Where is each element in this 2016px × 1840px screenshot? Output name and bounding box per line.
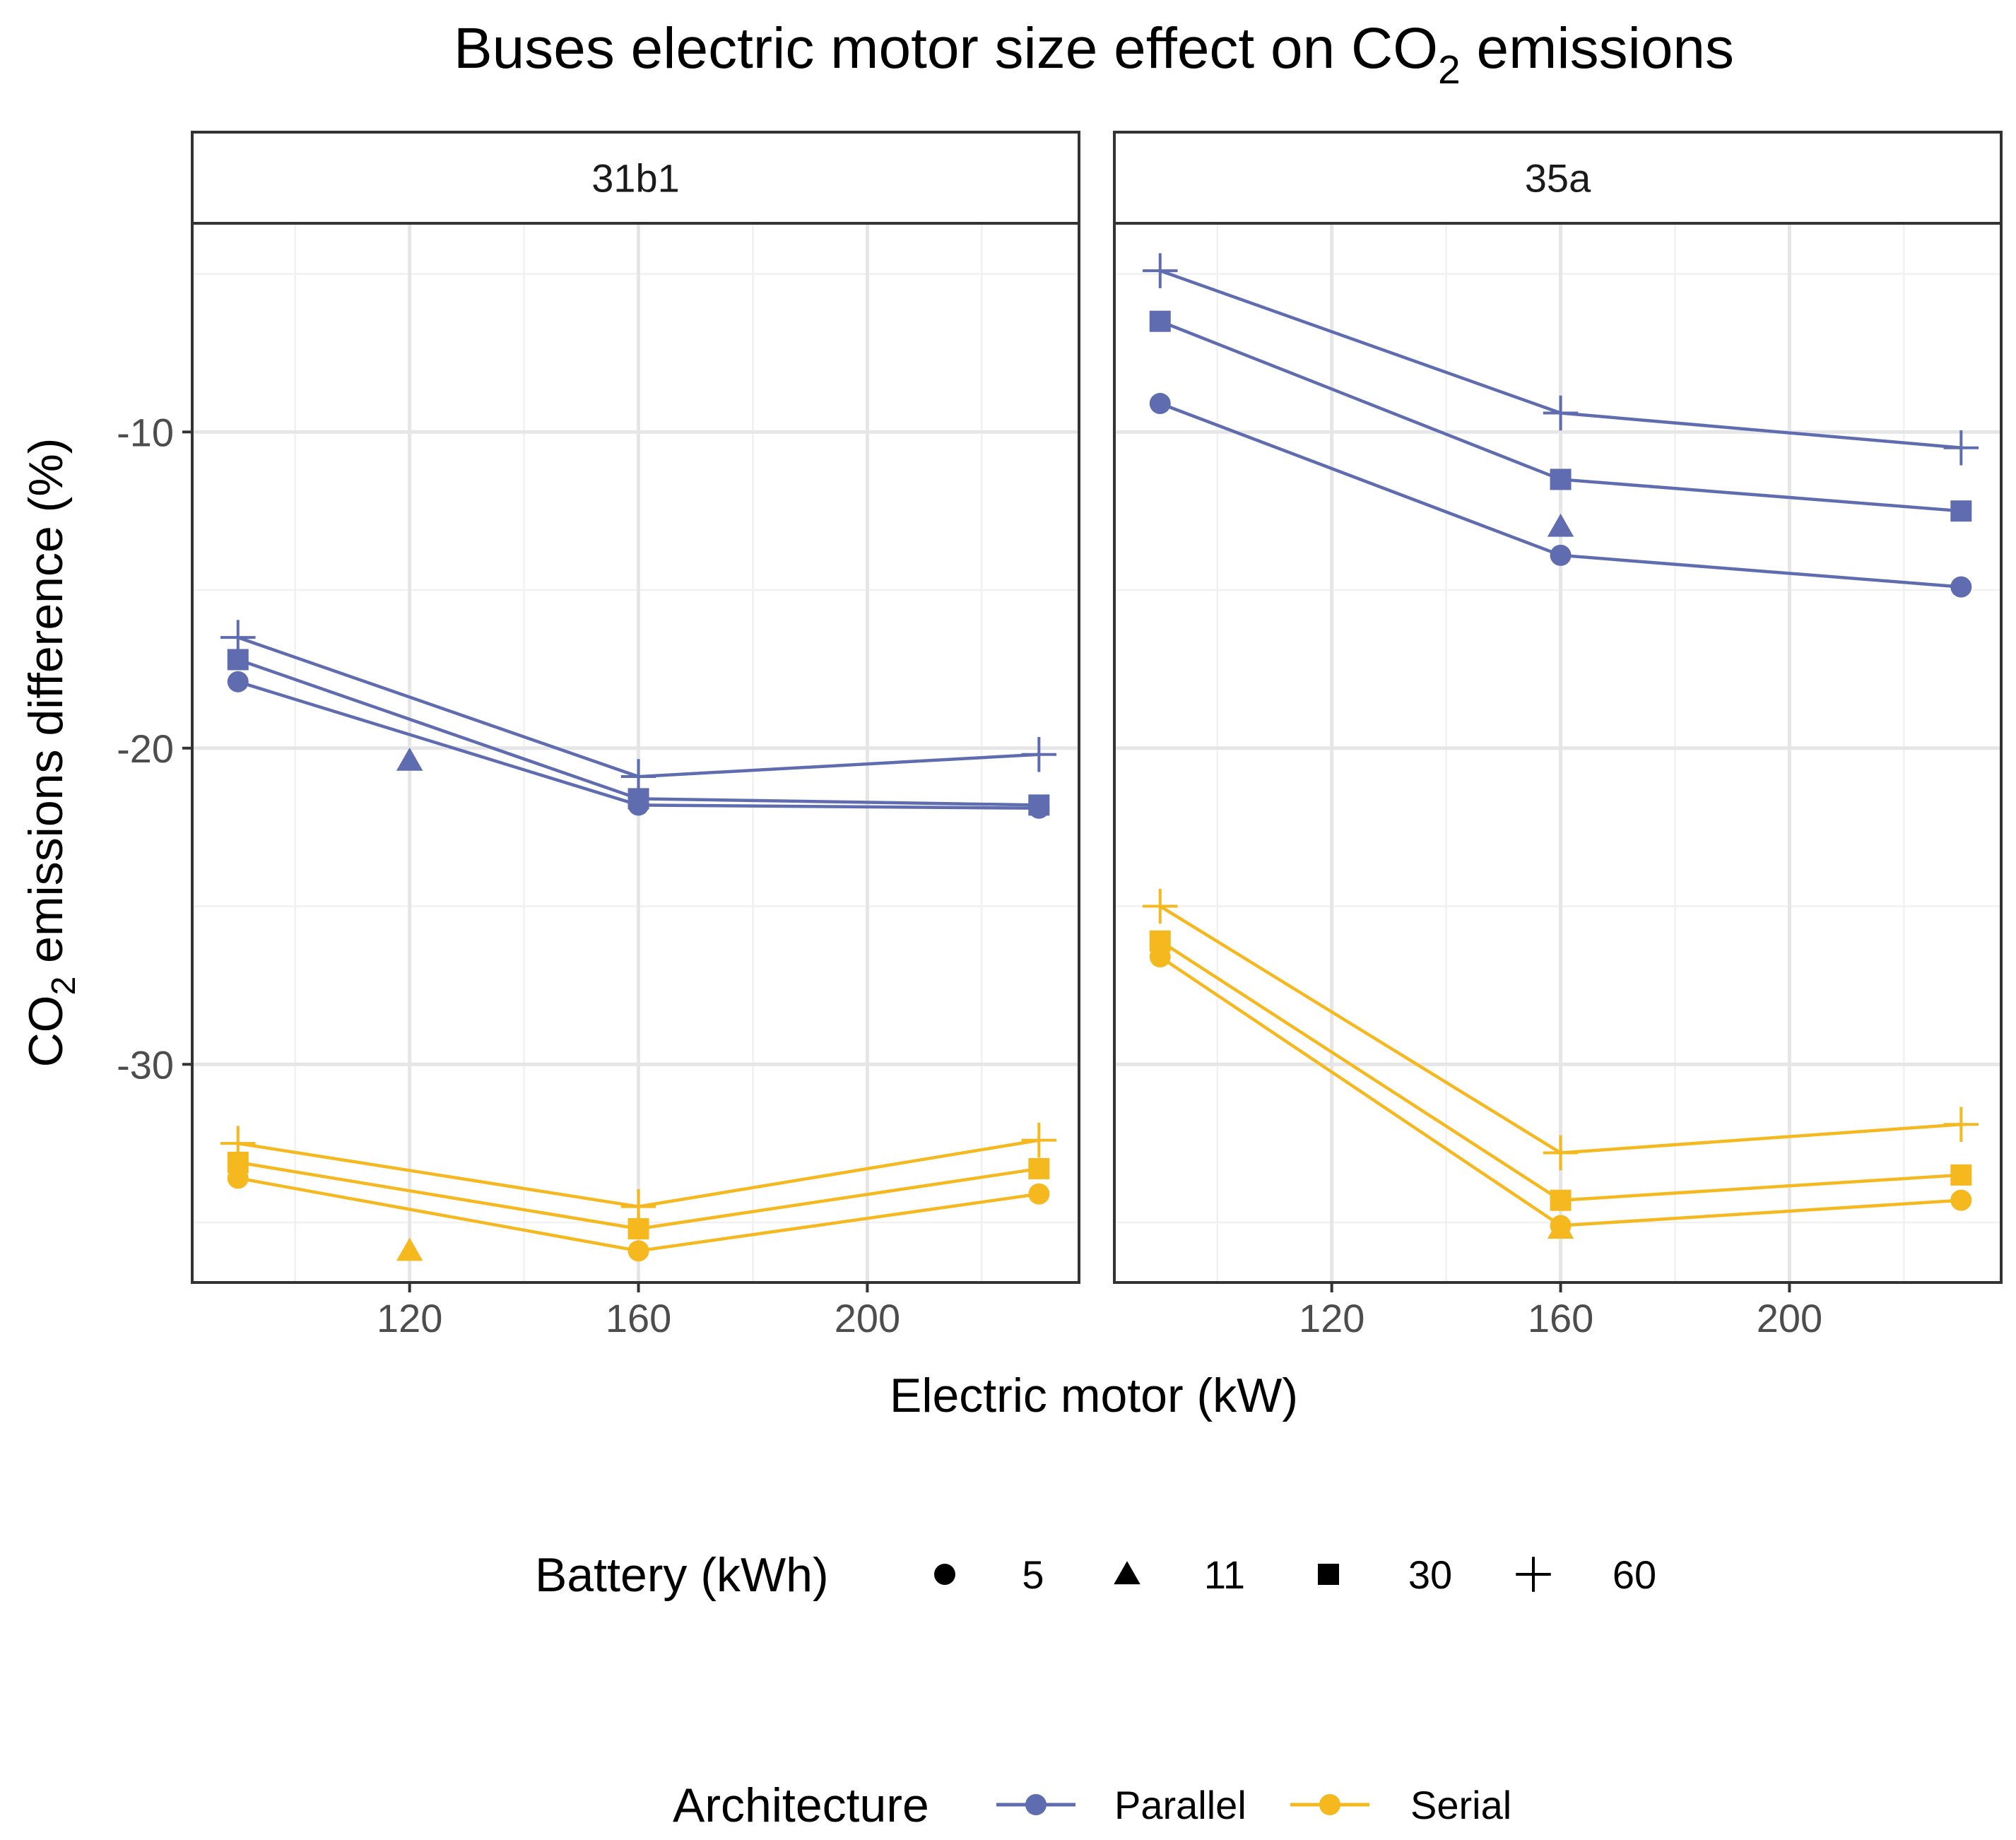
data-point-parallel-11 [1547,513,1574,537]
battery-legend-key-plus [1516,1557,1551,1592]
battery-legend-key-circle [934,1564,955,1585]
battery-legend: Battery (kWh) 5 11 30 60 [535,1548,1656,1602]
data-point-parallel-60 [1021,736,1057,772]
x-tick-label: 200 [835,1296,900,1340]
data-point-parallel-60 [1943,430,1979,466]
y-axis-label: CO2 emissions difference (%) [19,438,83,1068]
data-point-serial-60 [620,1189,656,1225]
data-point-serial-60 [1543,1135,1579,1171]
battery-legend-key-triangle [1114,1561,1140,1585]
data-point-serial-5 [627,1240,649,1262]
data-point-parallel-5 [1550,544,1572,566]
data-point-parallel-5 [1950,576,1972,598]
data-point-serial-60 [1021,1122,1057,1158]
chart-title-subscript: 2 [1438,47,1461,93]
data-point-serial-30 [1950,1164,1972,1186]
data-point-serial-30 [1028,1157,1050,1179]
panel-strip-label: 35a [1525,156,1591,201]
battery-legend-item-11: 11 [1114,1552,1245,1597]
chart-title-main: Buses electric motor size effect on CO [454,16,1438,81]
battery-legend-item-5: 5 [934,1552,1044,1597]
data-point-parallel-60 [620,759,656,794]
architecture-legend-key-point [1319,1794,1340,1815]
architecture-legend-item-parallel: Parallel [996,1783,1246,1827]
x-axis-label: Electric motor (kW) [890,1369,1298,1422]
data-point-parallel-30 [1950,500,1972,522]
data-point-serial-60 [220,1126,256,1161]
y-axis-label-main: CO [19,995,73,1067]
chart-title: Buses electric motor size effect on CO2 … [454,16,1734,93]
data-point-parallel-30 [1550,468,1572,490]
data-point-parallel-30 [1149,310,1171,332]
architecture-legend-label: Serial [1410,1783,1511,1827]
data-point-parallel-5 [1149,393,1171,415]
panel-plot-area [192,223,1079,1282]
battery-legend-title: Battery (kWh) [535,1548,829,1602]
chart-title-tail: emissions [1461,16,1734,81]
y-tick-label: -20 [117,726,174,771]
battery-legend-label: 11 [1204,1552,1245,1597]
data-point-serial-60 [1143,888,1178,924]
battery-legend-items: 5 11 30 60 [934,1552,1656,1597]
architecture-legend-label: Parallel [1114,1783,1246,1827]
data-point-serial-11 [1547,1215,1574,1239]
y-axis-label-tail: emissions difference (%) [19,438,73,977]
architecture-legend-item-serial: Serial [1290,1783,1511,1827]
y-tick-label: -30 [117,1042,174,1087]
data-point-parallel-11 [396,747,423,771]
data-point-parallel-60 [1543,395,1579,431]
battery-legend-label: 5 [1022,1552,1044,1597]
data-point-parallel-5 [227,671,249,692]
data-point-serial-30 [1550,1189,1572,1211]
panel-strip [191,131,1080,225]
data-point-serial-60 [1943,1107,1979,1143]
panel-border [191,222,1080,1284]
architecture-legend-title: Architecture [673,1779,929,1832]
data-point-parallel-60 [220,620,256,655]
data-point-serial-5 [1028,1183,1050,1205]
battery-legend-item-30: 30 [1318,1552,1452,1597]
battery-legend-label: 60 [1613,1552,1656,1597]
architecture-legend: Architecture Parallel Serial [673,1779,1511,1832]
x-tick-label: 200 [1757,1296,1822,1340]
panels-layer: 31b1 120 160 200 -10 -20 -30 35a 120 160 200 [117,131,2003,1340]
y-axis-label-subscript: 2 [45,977,83,996]
y-tick-label: -10 [117,410,174,454]
battery-legend-key-square [1318,1564,1339,1585]
data-point-parallel-30 [1028,794,1050,816]
data-point-parallel-60 [1143,253,1178,288]
battery-legend-item-60: 60 [1516,1552,1656,1597]
data-point-serial-30 [1149,930,1171,952]
architecture-legend-items: Parallel Serial [996,1783,1511,1827]
x-tick-label: 160 [606,1296,671,1340]
x-tick-label: 120 [377,1296,442,1340]
panel-strip [1113,131,2003,225]
panel-31b1: 31b1 120 160 200 -10 -20 -30 [117,131,1080,1340]
panel-strip-label: 31b1 [591,156,680,201]
panel-35a: 35a 120 160 200 [1113,131,2003,1340]
architecture-legend-key-point [1025,1794,1047,1815]
x-tick-label: 160 [1528,1296,1593,1340]
panel-border [1113,222,2003,1284]
data-point-serial-11 [396,1237,423,1261]
x-tick-label: 120 [1299,1296,1364,1340]
battery-legend-label: 30 [1408,1552,1452,1597]
data-point-serial-5 [1950,1189,1972,1211]
panel-plot-area [1114,223,2001,1282]
